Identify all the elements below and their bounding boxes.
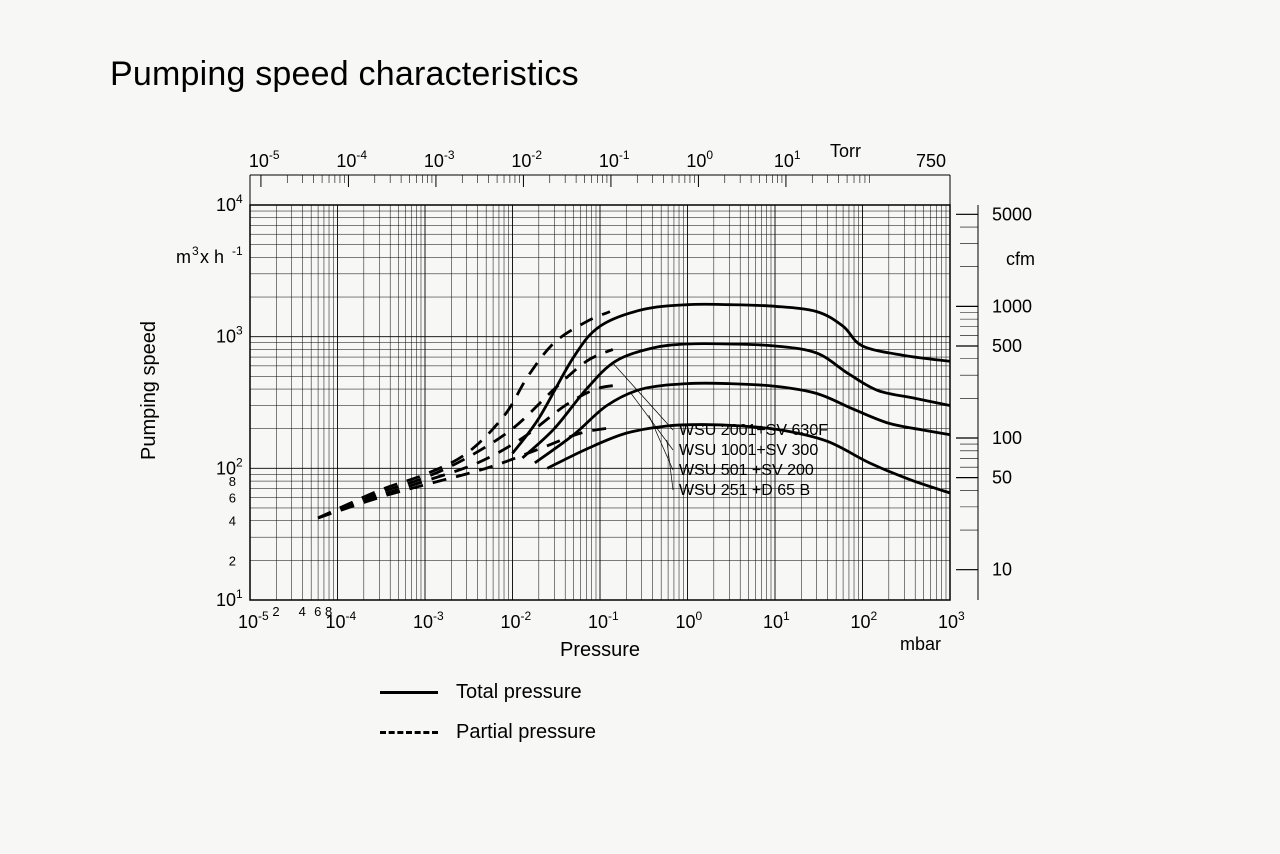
svg-text:10: 10: [249, 151, 269, 171]
svg-text:-3: -3: [444, 148, 455, 162]
svg-text:10: 10: [676, 612, 696, 632]
svg-text:-3: -3: [433, 609, 444, 623]
svg-text:100: 100: [992, 428, 1022, 448]
svg-text:Torr: Torr: [830, 141, 861, 161]
svg-text:Pressure: Pressure: [560, 639, 640, 661]
svg-text:WSU 251 +D 65 B: WSU 251 +D 65 B: [679, 482, 810, 499]
svg-text:8: 8: [229, 474, 236, 489]
legend-partial-label: Partial pressure: [456, 721, 596, 744]
svg-text:10: 10: [763, 612, 783, 632]
svg-text:10: 10: [216, 327, 236, 347]
svg-text:10: 10: [501, 612, 521, 632]
svg-text:5000: 5000: [992, 204, 1032, 224]
svg-text:10: 10: [599, 151, 619, 171]
svg-text:-1: -1: [619, 148, 630, 162]
svg-text:10: 10: [938, 612, 958, 632]
svg-text:10: 10: [992, 560, 1012, 580]
legend-partial: Partial pressure: [380, 718, 596, 746]
svg-text:0: 0: [706, 148, 713, 162]
svg-text:2: 2: [272, 604, 279, 619]
svg-text:3: 3: [192, 244, 199, 258]
svg-text:-1: -1: [608, 609, 619, 623]
svg-text:2: 2: [871, 609, 878, 623]
svg-text:WSU 2001+SV 630F: WSU 2001+SV 630F: [679, 422, 828, 439]
svg-text:10: 10: [774, 151, 794, 171]
svg-text:10: 10: [413, 612, 433, 632]
svg-text:0: 0: [696, 609, 703, 623]
svg-text:mbar: mbar: [900, 634, 941, 654]
svg-text:4: 4: [236, 192, 243, 206]
svg-text:-1: -1: [232, 244, 243, 258]
chart: 10-510-410-310-210-11001011021032468Pres…: [120, 130, 1080, 690]
svg-text:4: 4: [229, 514, 236, 529]
svg-text:2: 2: [229, 553, 236, 568]
svg-text:1: 1: [794, 148, 801, 162]
legend-total: Total pressure: [380, 678, 596, 706]
svg-text:50: 50: [992, 468, 1012, 488]
svg-text:3: 3: [236, 324, 243, 338]
svg-text:-5: -5: [258, 609, 269, 623]
svg-text:-4: -4: [346, 609, 357, 623]
svg-text:1: 1: [236, 587, 243, 601]
svg-text:10: 10: [336, 151, 356, 171]
svg-text:-2: -2: [531, 148, 542, 162]
svg-text:6: 6: [314, 604, 321, 619]
legend-total-label: Total pressure: [456, 681, 582, 704]
legend-swatch-dashed: [380, 731, 438, 734]
svg-text:10: 10: [588, 612, 608, 632]
legend-swatch-solid: [380, 691, 438, 694]
svg-text:m: m: [176, 247, 191, 267]
y-axis-label: Pumping speed: [138, 321, 161, 460]
svg-text:10: 10: [238, 612, 258, 632]
svg-text:4: 4: [299, 604, 306, 619]
svg-text:1: 1: [783, 609, 790, 623]
svg-text:10: 10: [216, 590, 236, 610]
svg-text:1000: 1000: [992, 296, 1032, 316]
svg-text:cfm: cfm: [1006, 249, 1035, 269]
svg-text:500: 500: [992, 336, 1022, 356]
svg-text:-4: -4: [356, 148, 367, 162]
svg-text:6: 6: [229, 491, 236, 506]
chart-title: Pumping speed characteristics: [110, 55, 579, 94]
svg-text:WSU 501 +SV 200: WSU 501 +SV 200: [679, 462, 814, 479]
svg-text:10: 10: [216, 195, 236, 215]
svg-text:10: 10: [851, 612, 871, 632]
svg-text:-2: -2: [521, 609, 532, 623]
svg-text:10: 10: [424, 151, 444, 171]
svg-text:2: 2: [236, 455, 243, 469]
chart-svg: 10-510-410-310-210-11001011021032468Pres…: [120, 130, 1080, 690]
svg-text:x h: x h: [200, 247, 224, 267]
svg-text:3: 3: [958, 609, 965, 623]
svg-text:8: 8: [325, 604, 332, 619]
svg-text:WSU 1001+SV 300: WSU 1001+SV 300: [679, 442, 818, 459]
svg-text:-5: -5: [269, 148, 280, 162]
svg-text:750: 750: [916, 151, 946, 171]
legend: Total pressure Partial pressure: [380, 678, 596, 758]
svg-text:10: 10: [511, 151, 531, 171]
svg-text:10: 10: [686, 151, 706, 171]
